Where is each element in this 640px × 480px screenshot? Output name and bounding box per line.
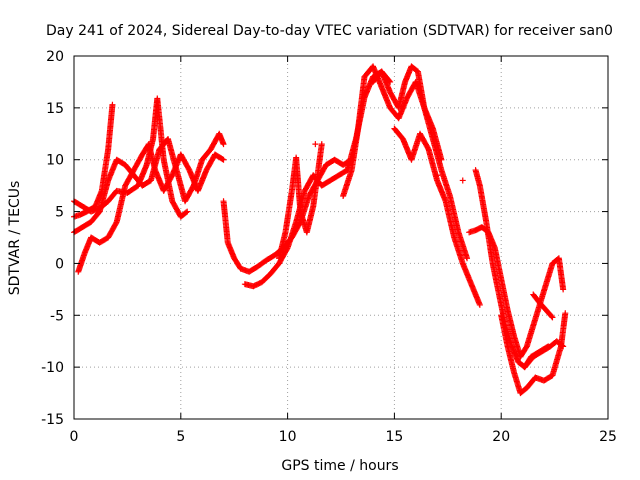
data-point (559, 342, 566, 349)
x-tick-label: 0 (70, 429, 79, 445)
x-axis-label: GPS time / hours (281, 458, 398, 474)
x-tick-label: 25 (599, 429, 617, 445)
data-point (312, 141, 319, 148)
data-point (549, 314, 556, 321)
axis-ticks: 0 5 10 15 20 25 -15 -10 -5 0 5 10 15 20 (41, 49, 617, 445)
data-points (71, 63, 569, 397)
data-point (183, 209, 190, 216)
data-point (219, 156, 226, 163)
data-point (220, 141, 227, 148)
y-tick-label: 0 (55, 256, 64, 272)
y-tick-label: 5 (55, 205, 64, 221)
data-point (476, 301, 483, 308)
y-tick-label: -15 (41, 412, 64, 428)
data-point (562, 310, 569, 317)
y-tick-label: -5 (50, 308, 64, 324)
x-tick-label: 15 (385, 429, 403, 445)
data-point (464, 255, 471, 262)
x-tick-label: 10 (279, 429, 297, 445)
data-point (560, 286, 567, 293)
x-tick-label: 5 (176, 429, 185, 445)
y-tick-label: 10 (46, 153, 64, 169)
chart-title: Day 241 of 2024, Sidereal Day-to-day VTE… (46, 23, 613, 39)
y-axis-label: SDTVAR / TECUs (7, 181, 23, 296)
data-point (184, 208, 191, 215)
data-point (459, 177, 466, 184)
data-point (434, 172, 441, 179)
data-point (344, 161, 351, 168)
data-point (560, 343, 567, 350)
data-point (548, 313, 555, 320)
data-point (109, 101, 116, 108)
data-point (220, 156, 227, 163)
y-tick-label: 20 (46, 49, 64, 65)
data-point (387, 78, 394, 85)
y-tick-label: 15 (46, 101, 64, 117)
plot-frame (73, 55, 609, 420)
x-tick-label: 20 (492, 429, 510, 445)
y-tick-label: -10 (41, 360, 64, 376)
data-point (318, 141, 325, 148)
